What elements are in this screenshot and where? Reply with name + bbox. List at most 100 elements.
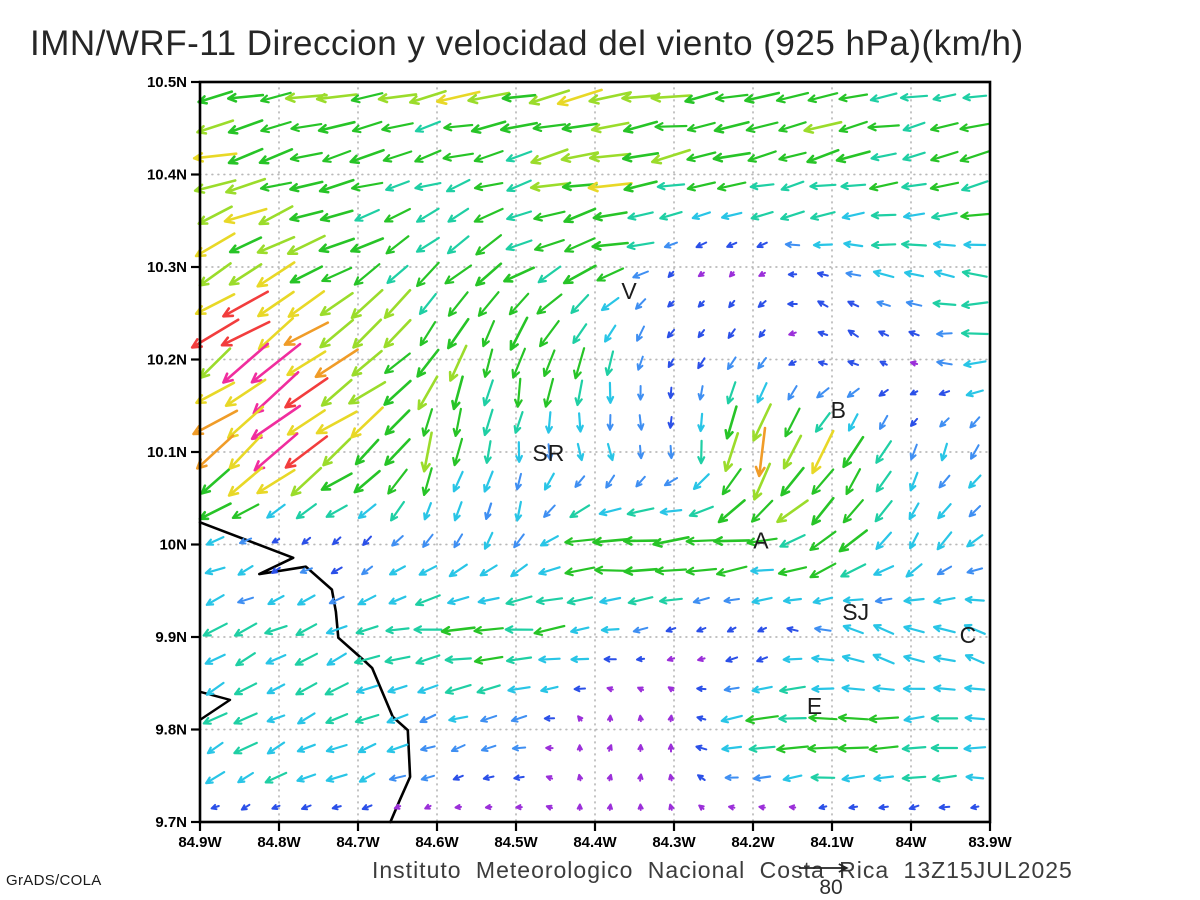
wind-arrow <box>778 151 807 162</box>
wind-arrow <box>454 804 462 811</box>
wind-arrow <box>574 379 584 407</box>
wind-arrow <box>751 596 773 605</box>
wind-arrow <box>354 654 381 665</box>
wind-arrow <box>506 210 532 222</box>
wind-arrow <box>589 152 632 163</box>
wind-arrow <box>963 623 986 635</box>
wind-arrow <box>414 120 441 133</box>
wind-arrow <box>757 626 767 633</box>
wind-arrow <box>901 744 927 753</box>
wind-arrow <box>570 626 590 635</box>
wind-arrow <box>561 122 598 133</box>
wind-arrow <box>415 594 441 607</box>
reference-arrow: 80 <box>799 863 849 899</box>
wind-arrow <box>513 774 525 781</box>
wind-arrow <box>266 741 286 755</box>
axis-tick-labels: 10.5N 10.4N 10.3N 10.2N 10.1N 10N 9.9N 9.8N 9.7N… <box>147 74 1013 851</box>
wind-arrow <box>387 468 408 495</box>
wind-arrow <box>600 626 620 634</box>
wind-arrow <box>196 119 235 135</box>
wind-arrow <box>723 432 740 472</box>
wind-arrow <box>803 120 843 134</box>
wind-arrow <box>287 290 326 318</box>
wind-arrow <box>447 291 469 317</box>
wind-arrow <box>959 122 991 133</box>
wind-arrow <box>905 300 923 307</box>
wind-arrow <box>909 443 918 461</box>
wind-arrow <box>539 535 559 547</box>
wind-arrow <box>667 686 675 693</box>
wind-arrow <box>409 89 447 105</box>
wind-arrow <box>384 352 411 374</box>
wind-arrow <box>318 178 355 194</box>
wind-arrow <box>265 654 287 665</box>
wind-arrow <box>811 654 835 663</box>
wind-arrow <box>538 566 561 576</box>
wind-arrow <box>503 266 535 283</box>
wind-arrow <box>385 235 410 255</box>
wind-arrow <box>751 499 774 523</box>
coastline-gulf <box>199 690 232 721</box>
wind-arrow <box>297 712 316 725</box>
wind-arrows <box>190 88 991 811</box>
wind-arrow <box>476 684 501 695</box>
wind-arrow <box>515 804 523 811</box>
y-tick-label: 10.3N <box>147 259 187 276</box>
wind-arrow <box>515 441 523 463</box>
wind-arrow <box>388 774 407 782</box>
wind-arrow <box>901 240 927 249</box>
wind-arrow <box>637 714 644 723</box>
wind-arrow <box>637 444 645 460</box>
wind-arrow <box>228 263 263 286</box>
wind-arrow <box>577 715 584 722</box>
wind-arrow <box>357 594 377 606</box>
wind-arrow <box>606 803 613 811</box>
wind-arrow <box>721 468 742 496</box>
wind-arrow <box>250 342 302 384</box>
wind-arrow <box>264 625 288 636</box>
city-label-v: V <box>621 278 637 304</box>
wind-arrow <box>787 271 798 278</box>
wind-arrow <box>227 147 264 165</box>
wind-arrow <box>224 378 267 407</box>
wind-arrow <box>294 652 318 666</box>
wind-arrow <box>837 713 869 723</box>
wind-arrow <box>205 594 225 606</box>
wind-arrow <box>296 743 316 753</box>
wind-arrow <box>930 743 959 753</box>
wind-arrow <box>361 804 373 811</box>
wind-arrow <box>289 180 324 193</box>
x-tick-label: 83.9W <box>968 834 1012 851</box>
wind-arrow <box>545 775 554 781</box>
wind-arrow <box>966 567 984 575</box>
wind-arrow <box>564 537 596 546</box>
wind-arrow <box>540 685 559 694</box>
wind-arrow <box>420 745 436 752</box>
wind-arrow <box>878 388 889 397</box>
wind-arrow <box>684 91 719 104</box>
city-label-e: E <box>807 693 822 719</box>
wind-arrow <box>621 92 660 103</box>
wind-arrow <box>666 655 676 662</box>
wind-arrow <box>576 412 584 433</box>
wind-arrow <box>931 774 957 783</box>
wind-arrow <box>783 596 802 605</box>
wind-arrow <box>726 241 738 248</box>
wind-arrow <box>724 774 739 781</box>
x-tick-label: 84.8W <box>257 834 301 851</box>
wind-arrow <box>444 684 472 695</box>
wind-arrow <box>271 566 281 574</box>
wind-arrow <box>319 318 355 349</box>
wind-arrow <box>933 684 956 693</box>
wind-arrow <box>227 466 264 497</box>
wind-arrow <box>479 564 498 577</box>
reference-arrow-label: 80 <box>819 876 842 899</box>
wind-arrow <box>875 440 892 464</box>
wind-arrow <box>453 533 464 549</box>
wind-arrow <box>622 536 659 546</box>
wind-arrow <box>692 596 710 605</box>
wind-arrow <box>477 596 500 605</box>
wind-arrow <box>453 501 463 522</box>
wind-arrow <box>330 566 343 575</box>
wind-arrow <box>872 269 895 279</box>
